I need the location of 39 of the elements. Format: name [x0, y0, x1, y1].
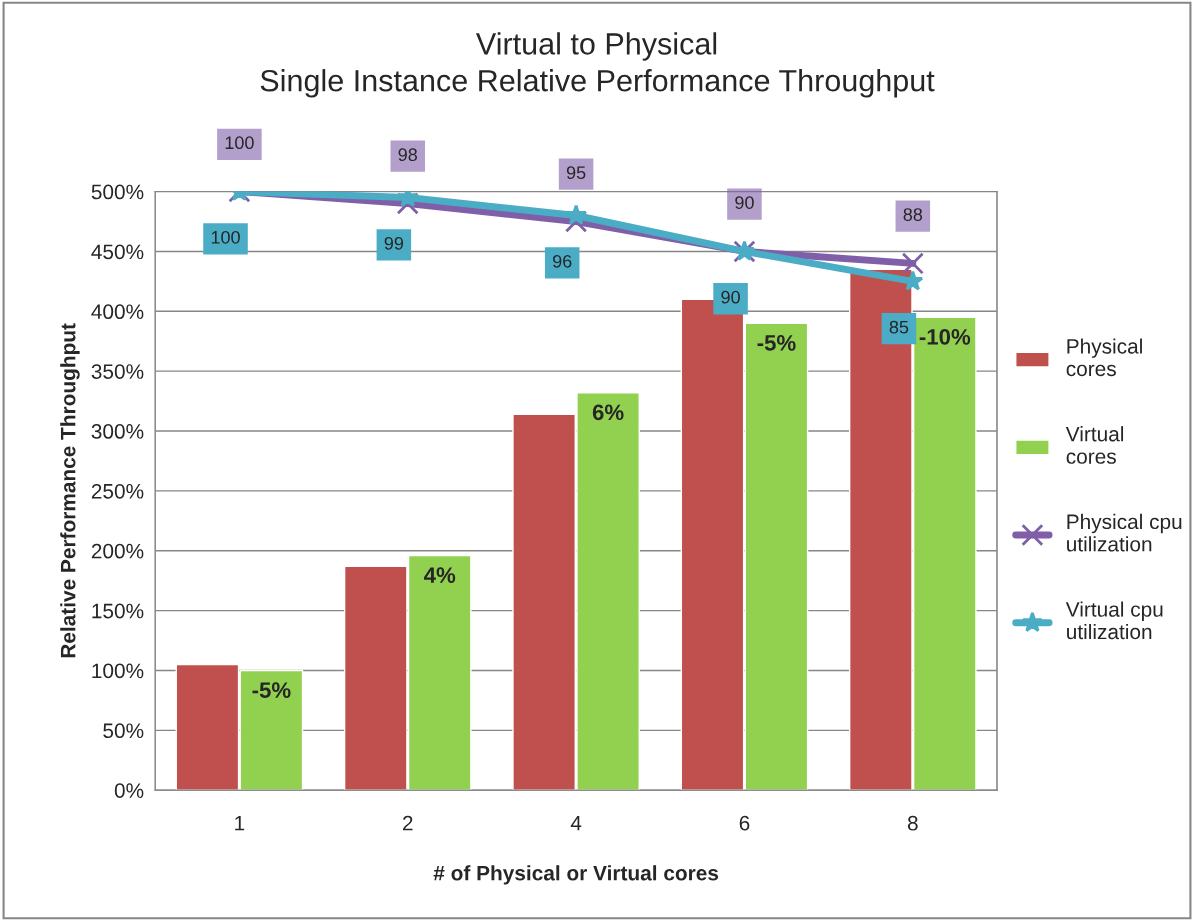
annotation: 4% [424, 567, 456, 583]
chart-title: Virtual to Physical [475, 32, 717, 61]
y-tick-label: 300% [91, 424, 144, 439]
y-tick-label: 0% [114, 783, 144, 798]
data-label: 85 [889, 320, 909, 334]
y-tick-label: 50% [103, 723, 144, 739]
y-tick-label: 350% [91, 364, 144, 379]
x-tick-label: 6 [739, 815, 750, 831]
y-tick-label: 400% [91, 304, 144, 320]
chart-subtitle: Single Instance Relative Performance Throughput [260, 69, 935, 98]
annotation: -10% [919, 328, 971, 345]
data-label: 99 [384, 236, 404, 250]
y-tick-label: 150% [92, 603, 144, 619]
x-tick-label: 1 [235, 815, 245, 831]
legend-label: Physical cpu utilization [1067, 513, 1182, 552]
data-label: 96 [553, 254, 572, 268]
x-tick-label: 8 [907, 815, 918, 831]
y-tick-label: 450% [91, 244, 144, 260]
y-tick-label: 200% [91, 543, 144, 559]
x-tick-label: 4 [570, 815, 582, 831]
data-label: 100 [211, 230, 240, 244]
annotation: -5% [252, 682, 291, 698]
annotation: 6% [592, 404, 624, 421]
legend-label: Physical cores [1066, 338, 1142, 377]
data-label: 90 [721, 290, 740, 304]
data-label: 88 [903, 208, 923, 221]
data-label: 98 [398, 148, 418, 162]
x-tick-label: 2 [403, 815, 413, 831]
annotation: -5% [757, 335, 796, 351]
y-tick-label: 500% [91, 184, 144, 200]
y-tick-label: 250% [91, 483, 144, 499]
y-axis-title: Relative Performance Throughput [60, 323, 80, 658]
legend-label: Virtual cpu utilization [1065, 601, 1163, 640]
data-label: 95 [566, 166, 586, 180]
x-axis-title: # of Physical or Virtual cores [433, 865, 719, 885]
y-tick-label: 100% [92, 663, 144, 679]
legend-label: Virtual cores [1065, 426, 1124, 464]
data-label: 100 [225, 136, 254, 150]
data-label: 90 [735, 196, 754, 209]
